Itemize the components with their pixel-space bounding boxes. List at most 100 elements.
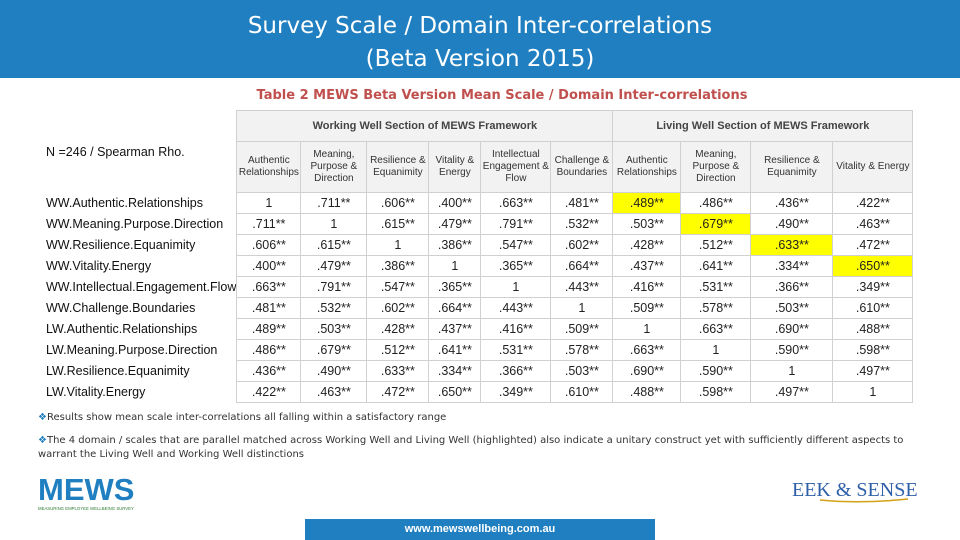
row-label: WW.Intellectual.Engagement.Flow (43, 276, 237, 298)
table-cell: .463** (300, 381, 368, 403)
title-banner: Survey Scale / Domain Inter-correlations… (0, 0, 960, 78)
table-cell: 1 (832, 381, 914, 403)
table-cell: .488** (612, 381, 682, 403)
table-cell: .428** (612, 234, 682, 256)
table-cell: .490** (300, 360, 368, 382)
table-cell: .349** (832, 276, 914, 298)
table-cell: .590** (680, 360, 752, 382)
column-header: Challenge & Boundaries (550, 141, 614, 193)
table-row: LW.Meaning.Purpose.Direction .486** .679**… (43, 339, 914, 361)
row-label: LW.Authentic.Relationships (43, 318, 237, 340)
table-cell: 1 (428, 255, 482, 277)
table-cell: .679** (300, 339, 368, 361)
table-cell: .791** (300, 276, 368, 298)
mews-logo-tagline: MEASURING EMPLOYEE WELLBEING SURVEY (38, 506, 134, 511)
column-header: Resilience & Equanimity (750, 141, 834, 193)
table-cell: .365** (428, 276, 482, 298)
table-cell: .590** (750, 339, 834, 361)
table-cell: .443** (550, 276, 614, 298)
table-cell: .428** (366, 318, 430, 340)
section-living-header: Living Well Section of MEWS Framework (612, 110, 914, 142)
table-cell: .503** (612, 213, 682, 235)
table-row: WW.Intellectual.Engagement.Flow .663** .79… (43, 276, 914, 298)
table-cell: .463** (832, 213, 914, 235)
table-cell: 1 (750, 360, 834, 382)
page-title-line2: (Beta Version 2015) (365, 46, 595, 72)
table-cell: .509** (550, 318, 614, 340)
table-cell: .386** (366, 255, 430, 277)
table-cell: .602** (366, 297, 430, 319)
column-header: Meaning, Purpose & Direction (300, 141, 368, 193)
table-cell: .416** (612, 276, 682, 298)
table-cell: .503** (300, 318, 368, 340)
table-cell: 1 (480, 276, 552, 298)
table-cell: .488** (832, 318, 914, 340)
table-cell: .443** (480, 297, 552, 319)
diamond-bullet-icon: ❖ (38, 412, 47, 423)
table-cell: .472** (832, 234, 914, 256)
table-cell: .436** (750, 192, 834, 214)
table-cell: .400** (428, 192, 482, 214)
column-header: Intellectual Engagement & Flow (480, 141, 552, 193)
table-cell: .711** (300, 192, 368, 214)
page-title-line1: Survey Scale / Domain Inter-correlations (247, 13, 713, 39)
column-header: Authentic Relationships (236, 141, 302, 193)
table-cell: 1 (550, 297, 614, 319)
table-cell: .349** (480, 381, 552, 403)
table-cell: .791** (480, 213, 552, 235)
table-cell: 1 (236, 192, 302, 214)
table-cell: .578** (680, 297, 752, 319)
row-label: WW.Resilience.Equanimity (43, 234, 237, 256)
table-cell: 1 (680, 339, 752, 361)
bullet-2: ❖The 4 domain / scales that are parallel… (38, 434, 918, 462)
table-cell: .437** (612, 255, 682, 277)
table-cell: .711** (236, 213, 302, 235)
table-cell: .489** (236, 318, 302, 340)
table-cell: .532** (300, 297, 368, 319)
table-caption: Table 2 MEWS Beta Version Mean Scale / D… (256, 88, 748, 103)
footer-url: www.mewswellbeing.com.au (404, 523, 556, 535)
table-cell: .479** (428, 213, 482, 235)
table-cell: .532** (550, 213, 614, 235)
table-cell: .547** (366, 276, 430, 298)
table-row: WW.Resilience.Equanimity .606** .615** 1.38… (43, 234, 914, 256)
table-cell: .400** (236, 255, 302, 277)
row-label: WW.Meaning.Purpose.Direction (43, 213, 237, 235)
table-row: LW.Authentic.Relationships .489** .503** .4… (43, 318, 914, 340)
table-cell: .633** (750, 234, 834, 256)
row-label: LW.Resilience.Equanimity (43, 360, 237, 382)
table-cell: .497** (750, 381, 834, 403)
table-cell: .366** (750, 276, 834, 298)
table-cell: .690** (750, 318, 834, 340)
row-label: WW.Challenge.Boundaries (43, 297, 237, 319)
row-label: WW.Vitality.Energy (43, 255, 237, 277)
table-cell: .366** (480, 360, 552, 382)
table-cell: .422** (236, 381, 302, 403)
table-cell: 1 (300, 213, 368, 235)
column-header: Vitality & Energy (832, 141, 914, 193)
table-cell: .481** (236, 297, 302, 319)
table-cell: .606** (366, 192, 430, 214)
eek-sense-logo-text: EEK & SENSE (792, 479, 918, 501)
table-cell: .334** (428, 360, 482, 382)
table-cell: .641** (428, 339, 482, 361)
table-cell: .472** (366, 381, 430, 403)
bullet-2-text: The 4 domain / scales that are parallel … (38, 435, 904, 460)
table-row: WW.Authentic.Relationships 1.711** .606**.… (43, 192, 914, 214)
bullet-1-text: Results show mean scale inter-correlatio… (46, 412, 447, 423)
table-cell: 1 (612, 318, 682, 340)
table-cell: .602** (550, 234, 614, 256)
table-cell: .547** (480, 234, 552, 256)
eek-swoosh-icon (819, 498, 909, 503)
table-cell: .365** (480, 255, 552, 277)
table-row: WW.Challenge.Boundaries .481** .532** .602*… (43, 297, 914, 319)
table-cell: .479** (300, 255, 368, 277)
table-cell: .679** (680, 213, 752, 235)
table-cell: .486** (680, 192, 752, 214)
column-header: Resilience & Equanimity (366, 141, 430, 193)
column-header: Authentic Relationships (612, 141, 682, 193)
table-cell: .334** (750, 255, 834, 277)
bullet-1: ❖Results show mean scale inter-correlati… (38, 411, 446, 425)
table-cell: .422** (832, 192, 914, 214)
table-cell: .650** (428, 381, 482, 403)
